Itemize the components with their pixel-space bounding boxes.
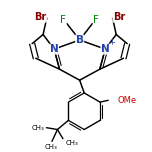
Text: B: B — [76, 35, 84, 45]
Text: F: F — [60, 15, 66, 25]
Text: CH₃: CH₃ — [66, 140, 78, 147]
Text: Br: Br — [34, 12, 47, 22]
Text: N: N — [101, 44, 110, 54]
Text: CH₃: CH₃ — [45, 144, 57, 150]
Text: OMe: OMe — [117, 96, 136, 105]
Text: N: N — [50, 44, 59, 54]
Text: Br: Br — [113, 12, 125, 22]
Text: ⁻: ⁻ — [83, 29, 88, 38]
Text: CH₃: CH₃ — [32, 125, 45, 131]
Text: F: F — [93, 15, 99, 25]
Text: +: + — [109, 38, 116, 47]
